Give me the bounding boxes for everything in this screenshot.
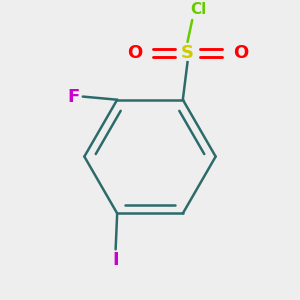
Text: I: I [112, 251, 119, 269]
Text: O: O [127, 44, 142, 62]
Text: Cl: Cl [190, 2, 207, 16]
Text: O: O [233, 44, 248, 62]
Text: S: S [181, 44, 194, 62]
Text: F: F [67, 88, 80, 106]
